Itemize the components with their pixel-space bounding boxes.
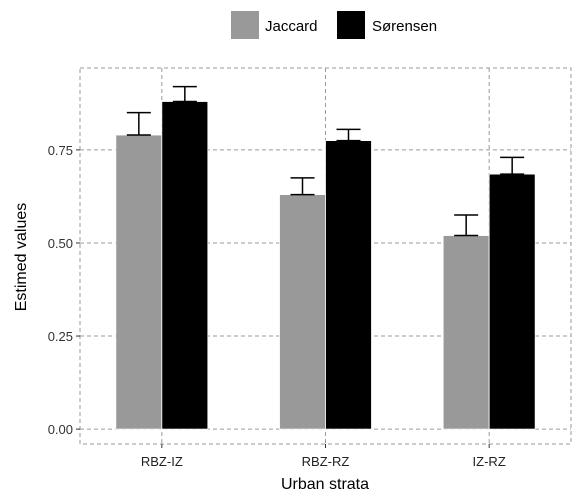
errorbar-sørensen-rbz-rz — [336, 128, 361, 142]
bar-jaccard-rbz-iz — [115, 134, 163, 430]
y-tick-label-3: 0.75 — [48, 143, 73, 158]
x-axis-title: Urban strata — [281, 476, 369, 493]
legend-swatch-jaccard — [231, 11, 259, 39]
legend-label-jaccard: Jaccard — [265, 18, 318, 35]
legend: Jaccard Sørensen — [231, 11, 437, 39]
x-tick-label-0: RBZ-IZ — [141, 454, 183, 469]
legend-item-jaccard: Jaccard — [231, 11, 318, 39]
errorbar-jaccard-rbz-rz — [290, 177, 315, 196]
bar-jaccard-iz-rz — [442, 235, 490, 430]
errorbar-jaccard-iz-rz — [454, 214, 479, 237]
bar-sørensen-rbz-iz — [161, 101, 209, 430]
legend-swatch-sørensen — [337, 11, 365, 39]
errorbar-jaccard-rbz-iz — [126, 111, 151, 136]
y-tick-label-2: 0.50 — [48, 236, 73, 251]
bar-sørensen-iz-rz — [488, 173, 536, 430]
error-bars — [126, 85, 525, 237]
x-tick-label-2: IZ-RZ — [473, 454, 506, 469]
axes: 0.00 0.25 0.50 0.75 RBZ-IZ RBZ-RZ IZ-RZ — [48, 143, 506, 469]
y-axis-title: Estimed values — [13, 203, 30, 312]
x-tick-label-1: RBZ-RZ — [302, 454, 350, 469]
y-tick-label-1: 0.25 — [48, 329, 73, 344]
bar-sørensen-rbz-rz — [325, 140, 372, 430]
errorbar-sørensen-iz-rz — [500, 156, 525, 175]
bars — [115, 101, 536, 430]
legend-item-sørensen: Sørensen — [337, 11, 437, 39]
legend-label-sørensen: Sørensen — [372, 18, 437, 35]
bar-jaccard-rbz-rz — [279, 194, 326, 430]
y-tick-label-0: 0.00 — [48, 422, 73, 437]
errorbar-sørensen-rbz-iz — [172, 85, 197, 103]
